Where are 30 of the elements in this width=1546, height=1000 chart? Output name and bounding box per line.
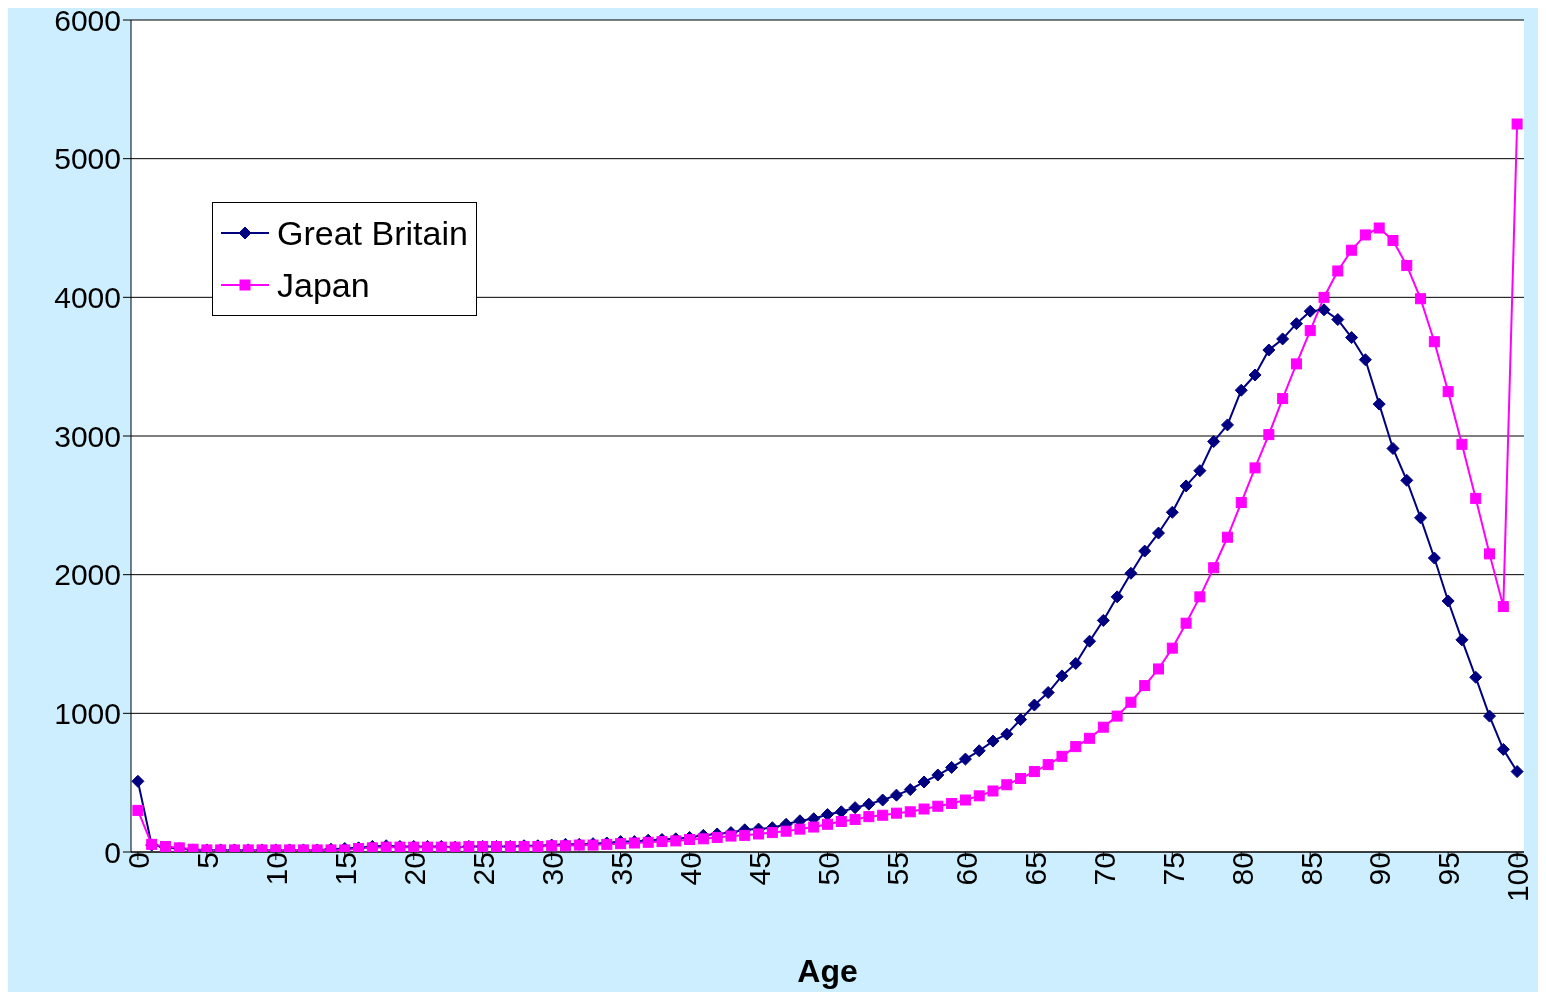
x-tick-label: 50: [811, 852, 845, 886]
x-tick-label: 65: [1018, 852, 1052, 886]
x-tick-label: 20: [398, 852, 432, 886]
x-tick-label: 5: [191, 852, 225, 869]
x-tick-label: 100: [1501, 852, 1535, 903]
x-tick-label: 0: [122, 852, 156, 869]
x-tick-label: 55: [880, 852, 914, 886]
x-tick-label: 80: [1225, 852, 1259, 886]
x-tick-label: 35: [604, 852, 638, 886]
x-tick-label: 15: [329, 852, 363, 886]
y-tick-label: 6000: [54, 3, 121, 37]
x-tick-label: 90: [1363, 852, 1397, 886]
legend-label: Japan: [277, 265, 370, 306]
y-tick-label: 4000: [54, 280, 121, 314]
x-tick-label: 70: [1087, 852, 1121, 886]
legend-label: Great Britain: [277, 213, 468, 254]
x-tick-label: 25: [467, 852, 500, 886]
x-tick-label: 85: [1294, 852, 1328, 886]
x-tick-label: 45: [742, 852, 776, 886]
x-tick-label: 60: [949, 852, 983, 886]
x-tick-label: 10: [260, 852, 294, 886]
x-tick-label: 40: [673, 852, 707, 886]
y-tick-label: 1000: [54, 696, 121, 730]
x-tick-label: 95: [1432, 852, 1466, 886]
y-tick-label: 5000: [54, 142, 121, 176]
y-tick-label: 3000: [54, 419, 121, 453]
y-tick-label: 2000: [54, 558, 121, 592]
x-tick-label: 75: [1156, 852, 1190, 886]
x-axis-title: Age: [797, 953, 858, 989]
x-tick-label: 30: [535, 852, 569, 886]
